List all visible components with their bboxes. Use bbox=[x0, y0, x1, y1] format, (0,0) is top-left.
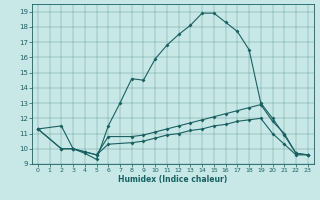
X-axis label: Humidex (Indice chaleur): Humidex (Indice chaleur) bbox=[118, 175, 228, 184]
